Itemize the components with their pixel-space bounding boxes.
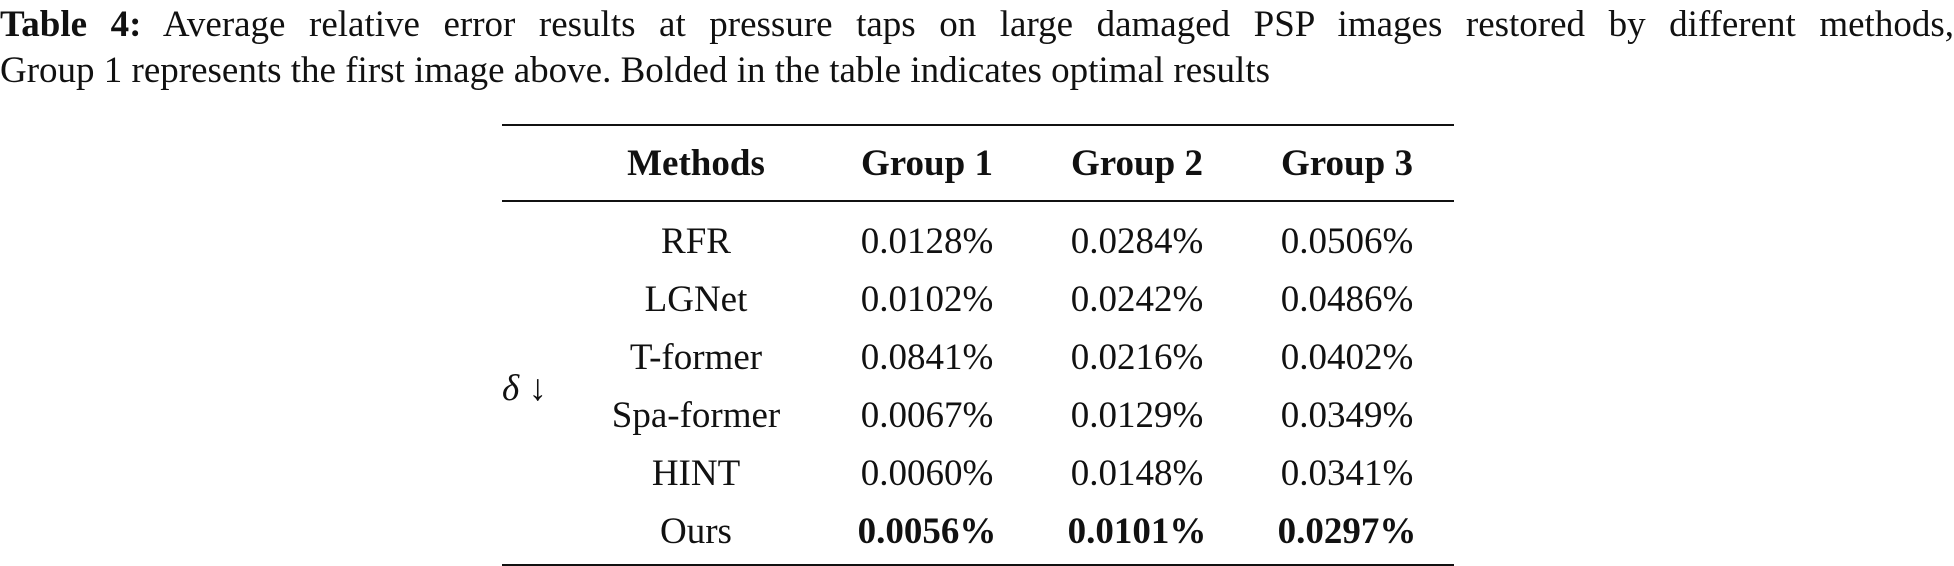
header-group-3: Group 3 <box>1281 142 1413 184</box>
value-cell-group-1: 0.0067% <box>860 394 994 436</box>
header-metric <box>502 125 572 201</box>
method-name: LGNet <box>644 278 748 320</box>
value-cell-group-3: 0.0402% <box>1280 336 1414 378</box>
caption-line-1: Table 4: Average relative error results … <box>0 2 1954 48</box>
results-table-container: Methods Group 1 Group 2 Group 3 δ ↓ RFR 0.… <box>502 124 1454 566</box>
method-name: Ours <box>660 510 732 552</box>
method-name: RFR <box>661 220 731 262</box>
value-cell-group-3: 0.0349% <box>1280 394 1414 436</box>
method-name: T-former <box>629 336 763 378</box>
method-name: Spa-former <box>611 394 781 436</box>
table-row: Spa-former 0.0067% 0.0129% 0.0349% <box>502 386 1454 444</box>
header-methods: Methods <box>627 142 765 184</box>
value-cell-group-2: 0.0148% <box>1070 452 1204 494</box>
table-caption: Table 4: Average relative error results … <box>0 2 1954 94</box>
header-group-1: Group 1 <box>861 142 993 184</box>
table-row: Ours 0.0056% 0.0101% 0.0297% <box>502 502 1454 565</box>
value-cell-group-1: 0.0056% <box>857 510 997 552</box>
header-group-2: Group 2 <box>1071 142 1203 184</box>
method-name: HINT <box>651 452 741 494</box>
value-cell-group-2: 0.0284% <box>1070 220 1204 262</box>
value-cell-group-1: 0.0060% <box>860 452 994 494</box>
table-row: LGNet 0.0102% 0.0242% 0.0486% <box>502 270 1454 328</box>
table-row: HINT 0.0060% 0.0148% 0.0341% <box>502 444 1454 502</box>
caption-line-2: Group 1 represents the first image above… <box>0 50 1270 91</box>
value-cell-group-1: 0.0128% <box>860 220 994 262</box>
value-cell-group-3: 0.0341% <box>1280 452 1414 494</box>
header-row: Methods Group 1 Group 2 Group 3 <box>502 125 1454 201</box>
metric-label: δ ↓ <box>502 367 547 409</box>
results-table: Methods Group 1 Group 2 Group 3 δ ↓ RFR 0.… <box>502 124 1454 566</box>
value-cell-group-1: 0.0102% <box>860 278 994 320</box>
table-body: δ ↓ RFR 0.0128% 0.0284% 0.0506% LGNet 0.0102% 0… <box>502 201 1454 565</box>
caption-text-1: Average relative error results at pressu… <box>162 4 1954 45</box>
value-cell-group-1: 0.0841% <box>860 336 994 378</box>
table-row: δ ↓ RFR 0.0128% 0.0284% 0.0506% <box>502 201 1454 409</box>
value-cell-group-2: 0.0101% <box>1067 510 1207 552</box>
caption-label: Table 4: <box>0 4 142 45</box>
value-cell-group-2: 0.0242% <box>1070 278 1204 320</box>
value-cell-group-3: 0.0486% <box>1280 278 1414 320</box>
value-cell-group-3: 0.0297% <box>1277 510 1417 552</box>
value-cell-group-2: 0.0216% <box>1070 336 1204 378</box>
table-row: T-former 0.0841% 0.0216% 0.0402% <box>502 328 1454 386</box>
value-cell-group-2: 0.0129% <box>1070 394 1204 436</box>
value-cell-group-3: 0.0506% <box>1280 220 1414 262</box>
